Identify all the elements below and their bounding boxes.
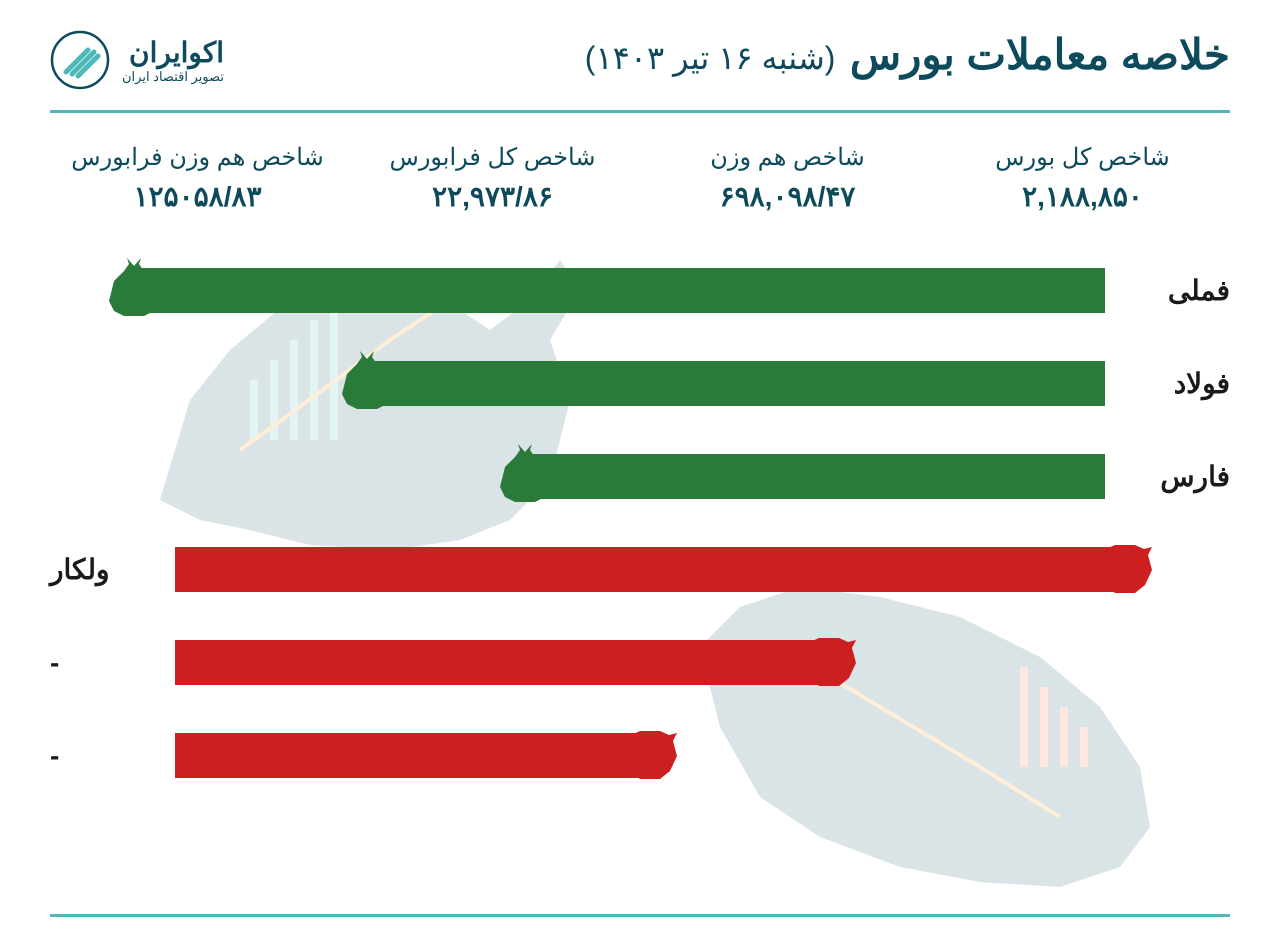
bar-row-green: فولاد [50,356,1230,411]
index-value: ۶۹۸,۰۹۸/۴۷ [640,180,935,213]
bear-icon [794,628,864,698]
logo: اکوایران تصویر اقتصاد ایران [50,30,224,90]
index-item: شاخص کل فرابورس ۲۲,۹۷۳/۸۶ [345,143,640,213]
bar-label: - [50,647,160,679]
page-title: خلاصه معاملات بورس [850,31,1230,78]
bar-label: فارس [1120,460,1230,493]
bar-label: فولاد [1120,367,1230,400]
indices-row: شاخص کل بورس ۲,۱۸۸,۸۵۰ شاخص هم وزن ۶۹۸,۰… [50,143,1230,213]
bar-row-red: ولکار [50,542,1230,597]
bull-icon [99,256,169,326]
logo-icon [50,30,110,90]
bar-row-red: - [50,635,1230,690]
index-item: شاخص کل بورس ۲,۱۸۸,۸۵۰ [935,143,1230,213]
logo-text-sub: تصویر اقتصاد ایران [122,69,224,85]
bar-green [525,454,1105,499]
bottom-divider [50,914,1230,917]
index-item: شاخص هم وزن فرابورس ۱۲۵۰۵۸/۸۳ [50,143,345,213]
bear-icon [1090,535,1160,605]
bar-row-green: فارس [50,449,1230,504]
bull-icon [490,442,560,512]
index-value: ۲,۱۸۸,۸۵۰ [935,180,1230,213]
index-value: ۱۲۵۰۵۸/۸۳ [50,180,345,213]
bar-red [175,640,829,685]
bar-label: فملی [1120,274,1230,307]
index-item: شاخص هم وزن ۶۹۸,۰۹۸/۴۷ [640,143,935,213]
header: خلاصه معاملات بورس (شنبه ۱۶ تیر ۱۴۰۳) اک… [50,30,1230,90]
bar-green [134,268,1105,313]
top-divider [50,110,1230,113]
index-label: شاخص هم وزن [640,143,935,172]
index-label: شاخص کل بورس [935,143,1230,172]
index-label: شاخص کل فرابورس [345,143,640,172]
bar-label: ولکار [50,553,160,586]
bar-row-green: فملی [50,263,1230,318]
bar-green [367,361,1106,406]
logo-text-main: اکوایران [122,36,224,69]
page-date: (شنبه ۱۶ تیر ۱۴۰۳) [585,40,836,76]
bar-red [175,733,650,778]
bull-icon [332,349,402,419]
index-label: شاخص هم وزن فرابورس [50,143,345,172]
bar-red [175,547,1125,592]
bar-label: - [50,740,160,772]
bar-row-red: - [50,728,1230,783]
index-value: ۲۲,۹۷۳/۸۶ [345,180,640,213]
bear-icon [615,721,685,791]
bars-chart: فملی فولاد فارس [50,263,1230,783]
